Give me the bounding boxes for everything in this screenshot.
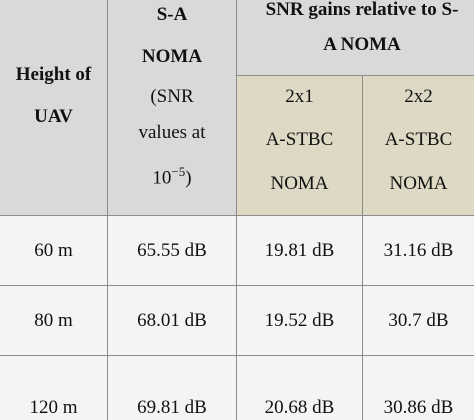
header-text: A-STBC — [384, 129, 453, 150]
table-cell: 19.52 dB — [237, 286, 363, 356]
header-text: 2x1 — [285, 86, 314, 107]
header-text: NOMA — [141, 46, 203, 67]
table-cell: 80 m — [0, 286, 108, 356]
cell-text: 65.55 dB — [137, 240, 207, 261]
table-cell: 120 m — [0, 356, 108, 420]
table-cell: 20.68 dB — [237, 356, 363, 420]
power-base: 10 — [152, 167, 172, 189]
sub-header: 2x1 A-STBC NOMA — [237, 76, 363, 216]
power-exp: −5 — [171, 164, 186, 179]
header-cell: Height of UAV — [0, 0, 108, 216]
table-cell: 65.55 dB — [108, 216, 237, 286]
header-text: (SNR — [150, 86, 194, 107]
sub-header: 2x2 A-STBC NOMA — [363, 76, 474, 216]
table-cell: 69.81 dB — [108, 356, 237, 420]
group-header: SNR gains relative to S- A NOMA — [237, 0, 474, 76]
header-text: NOMA — [389, 173, 448, 194]
cell-text: 30.7 dB — [388, 310, 449, 331]
header-text: S-A — [156, 4, 188, 25]
table-cell: 31.16 dB — [363, 216, 474, 286]
cell-text: 30.86 dB — [383, 397, 454, 418]
header-text: values at — [138, 122, 206, 143]
header-cell: S-A NOMA (SNR values at 10−5) — [108, 0, 237, 216]
header-text: A-STBC — [265, 129, 334, 150]
header-text: 10−5) — [108, 161, 236, 189]
cell-text: 20.68 dB — [264, 397, 335, 418]
cell-text: 19.81 dB — [264, 240, 335, 261]
header-text: A NOMA — [323, 34, 401, 55]
cell-text: 80 m — [34, 310, 73, 331]
cell-text: 31.16 dB — [383, 240, 454, 261]
header-text: Height of — [15, 64, 92, 85]
cell-text: 19.52 dB — [264, 310, 335, 331]
table-cell: 68.01 dB — [108, 286, 237, 356]
cell-text: 69.81 dB — [137, 397, 207, 418]
paren: ) — [185, 167, 192, 189]
table-cell: 19.81 dB — [237, 216, 363, 286]
table-cell: 30.7 dB — [363, 286, 474, 356]
cell-text: 68.01 dB — [137, 310, 207, 331]
header-text: SNR gains relative to S- — [265, 0, 459, 20]
cell-text: 60 m — [34, 240, 73, 261]
table-cell: 30.86 dB — [363, 356, 474, 420]
header-text: UAV — [34, 106, 73, 127]
header-text: 2x2 — [404, 86, 433, 107]
header-text: NOMA — [270, 173, 329, 194]
cell-text: 120 m — [29, 397, 78, 418]
table-cell: 60 m — [0, 216, 108, 286]
